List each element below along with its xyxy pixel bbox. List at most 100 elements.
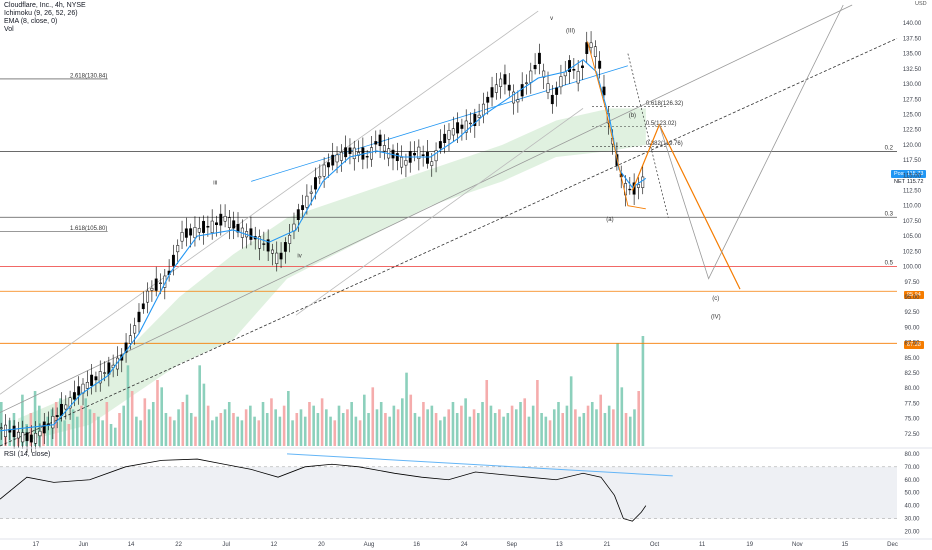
candle-body xyxy=(296,209,300,221)
trend-line xyxy=(0,38,898,447)
volume-bar xyxy=(531,405,535,446)
volume-bar xyxy=(67,424,71,446)
candle-body xyxy=(55,415,59,417)
volume-bar xyxy=(337,405,341,446)
fib-label: 0.618(126.32) xyxy=(646,101,683,107)
volume-bar xyxy=(569,376,573,446)
volume-bar xyxy=(151,402,155,446)
price-tick-label: 80.00 xyxy=(904,386,920,392)
wave-label: v xyxy=(550,16,553,22)
price-axis: 140.00 137.50 135.00 132.50 130.00 127.50 125.… xyxy=(903,21,922,535)
volume-bar xyxy=(249,405,252,446)
candle-body xyxy=(473,113,477,126)
price-tick-label: 125.00 xyxy=(903,112,922,118)
volume-bars xyxy=(0,336,645,446)
currency-label[interactable]: USD xyxy=(915,1,927,7)
candle-body xyxy=(223,216,227,222)
legend-symbol[interactable]: Cloudflare, Inc., 4h, NYSE xyxy=(4,2,86,9)
price-tick-label: 122.50 xyxy=(903,128,922,134)
volume-bar xyxy=(476,413,480,446)
wave-label: (a) xyxy=(606,217,613,223)
trend-lines xyxy=(0,4,898,447)
volume-bar xyxy=(109,424,113,446)
candle-body xyxy=(339,151,343,161)
volume-bar xyxy=(206,405,210,446)
volume-bar xyxy=(219,413,223,446)
volume-bar xyxy=(388,416,391,446)
legend-ema[interactable]: EMA (8, close, 0) xyxy=(4,18,58,25)
time-tick-label: 12 xyxy=(270,542,277,548)
candle-body xyxy=(550,94,554,105)
time-axis: 17 Jun 14 22 Jul 12 20 Aug 16 24 Sep 13 21 Oct 11 19 Nov… xyxy=(0,538,932,548)
volume-bar xyxy=(177,409,180,446)
candle-body xyxy=(525,82,528,84)
volume-bar xyxy=(257,420,261,446)
trend-line xyxy=(0,10,539,395)
volume-bar xyxy=(439,420,442,446)
candle-body xyxy=(464,120,468,133)
rsi-tick-label: 30.00 xyxy=(904,517,920,523)
candle-body xyxy=(133,325,137,334)
volume-bar xyxy=(215,416,218,446)
candle-body xyxy=(60,403,63,416)
volume-bar xyxy=(46,416,50,446)
candle-body xyxy=(266,239,270,252)
candle-body xyxy=(279,252,283,260)
time-tick-label: 13 xyxy=(556,542,563,548)
volume-bar xyxy=(607,405,611,446)
legend-vol[interactable]: Vol xyxy=(4,26,14,33)
wave-label: (c) xyxy=(712,296,719,302)
rsi-legend[interactable]: RSI (14, close) xyxy=(4,451,50,459)
volume-bar xyxy=(33,391,37,446)
volume-bar xyxy=(375,409,379,446)
volume-bar xyxy=(498,409,501,446)
candle-body xyxy=(249,228,253,240)
rsi-label: RSI (14, close) xyxy=(4,451,51,458)
volume-bar xyxy=(101,420,104,446)
candle-body xyxy=(159,282,162,284)
volume-bar xyxy=(624,413,628,446)
candle-body xyxy=(12,425,16,438)
candle-body xyxy=(283,242,287,252)
time-tick-label: 16 xyxy=(413,542,420,548)
volume-bar xyxy=(401,398,404,446)
candle-body xyxy=(641,176,645,188)
volume-bar xyxy=(147,409,151,446)
candle-body xyxy=(98,371,102,384)
time-tick-label: 15 xyxy=(842,542,849,548)
volume-bar xyxy=(384,413,387,446)
volume-bar xyxy=(135,416,138,446)
legend-ichimoku[interactable]: Ichimoku (9, 26, 52, 26) xyxy=(4,10,78,17)
volume-bar xyxy=(113,427,117,446)
volume-bar xyxy=(468,416,472,446)
candle-body xyxy=(301,205,305,211)
candle-body xyxy=(374,141,378,145)
volume-bar xyxy=(396,409,400,446)
volume-bar xyxy=(514,409,518,446)
volume-bar xyxy=(71,409,75,446)
volume-bar xyxy=(578,416,581,446)
volume-bar xyxy=(574,409,577,446)
volume-bar xyxy=(363,394,366,446)
volume-bar xyxy=(413,413,417,446)
price-tick-label: 90.00 xyxy=(904,325,920,331)
volume-bar xyxy=(156,380,159,446)
candle-body xyxy=(404,160,408,166)
volume-bar xyxy=(417,416,421,446)
candle-body xyxy=(305,195,309,208)
chart-legend: Cloudflare, Inc., 4h, NYSE Ichimoku (9, … xyxy=(4,2,86,34)
candle-body xyxy=(481,103,485,116)
volume-bar xyxy=(287,391,290,446)
ema-polyline xyxy=(0,59,647,432)
volume-bar xyxy=(202,383,206,446)
wave-projections: iii iv v (III) (a) (b) (c) (IV) xyxy=(213,4,844,320)
time-tick-label: 17 xyxy=(33,542,40,548)
candle-body xyxy=(184,228,188,238)
volume-bar xyxy=(493,413,497,446)
volume-bar xyxy=(164,413,168,446)
candle-body xyxy=(326,162,330,168)
time-tick-label: 22 xyxy=(175,542,182,548)
candle-body xyxy=(447,130,451,140)
candle-body xyxy=(572,68,576,71)
